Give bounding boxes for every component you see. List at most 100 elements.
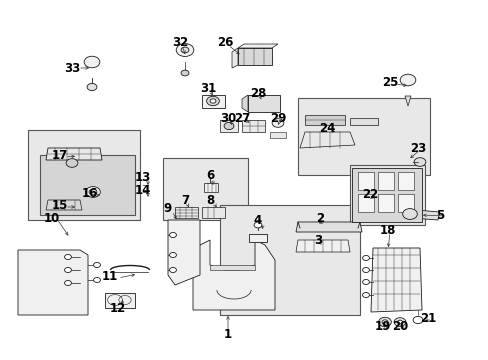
Text: 28: 28 <box>249 86 265 99</box>
Text: 32: 32 <box>171 36 188 49</box>
Polygon shape <box>299 132 354 148</box>
Polygon shape <box>357 194 373 212</box>
Circle shape <box>210 99 216 103</box>
Polygon shape <box>247 95 280 112</box>
Bar <box>28 130 140 220</box>
Polygon shape <box>377 172 393 190</box>
Polygon shape <box>231 48 238 68</box>
Polygon shape <box>295 222 361 232</box>
Text: 30: 30 <box>220 112 236 125</box>
Polygon shape <box>242 120 264 132</box>
Circle shape <box>84 56 100 68</box>
Circle shape <box>89 189 97 195</box>
Circle shape <box>381 320 387 324</box>
Circle shape <box>412 316 422 324</box>
Text: 9: 9 <box>163 202 172 215</box>
Circle shape <box>393 318 405 326</box>
Text: 19: 19 <box>374 320 390 333</box>
Polygon shape <box>202 95 224 108</box>
Text: 5: 5 <box>435 208 443 221</box>
Polygon shape <box>397 172 413 190</box>
Text: 16: 16 <box>81 186 98 199</box>
Circle shape <box>169 233 176 238</box>
Text: 4: 4 <box>253 213 262 226</box>
Polygon shape <box>203 183 218 192</box>
Text: 6: 6 <box>205 168 214 181</box>
Polygon shape <box>202 207 224 218</box>
Polygon shape <box>209 265 254 270</box>
Polygon shape <box>404 96 410 106</box>
Circle shape <box>85 186 100 197</box>
Polygon shape <box>412 210 439 220</box>
Text: 23: 23 <box>409 141 425 154</box>
Polygon shape <box>305 115 345 125</box>
Text: 27: 27 <box>233 112 250 125</box>
Circle shape <box>176 44 193 57</box>
Polygon shape <box>46 200 82 210</box>
Polygon shape <box>397 194 413 212</box>
Text: 13: 13 <box>135 171 151 184</box>
Polygon shape <box>220 120 238 132</box>
Circle shape <box>93 262 100 267</box>
Text: 21: 21 <box>419 311 435 324</box>
Polygon shape <box>168 220 200 285</box>
Bar <box>249 234 266 242</box>
Text: 12: 12 <box>110 301 126 315</box>
Polygon shape <box>242 95 247 112</box>
Circle shape <box>66 159 78 167</box>
Polygon shape <box>295 240 349 252</box>
Circle shape <box>64 255 71 260</box>
Text: 20: 20 <box>391 320 407 333</box>
Text: 26: 26 <box>216 36 233 49</box>
Circle shape <box>87 84 97 91</box>
Text: 31: 31 <box>200 81 216 95</box>
Polygon shape <box>269 132 285 138</box>
Polygon shape <box>238 48 271 65</box>
Text: 11: 11 <box>102 270 118 284</box>
Text: 3: 3 <box>313 234 322 247</box>
Text: 14: 14 <box>135 184 151 197</box>
Circle shape <box>402 208 416 219</box>
Text: 29: 29 <box>269 112 285 125</box>
Bar <box>40 155 135 215</box>
Bar <box>163 158 247 220</box>
Polygon shape <box>18 250 88 315</box>
Bar <box>297 98 429 175</box>
Circle shape <box>362 256 368 261</box>
Circle shape <box>413 158 425 166</box>
Text: 15: 15 <box>52 198 68 212</box>
Text: 17: 17 <box>52 149 68 162</box>
Text: 24: 24 <box>318 122 334 135</box>
Text: 22: 22 <box>361 189 377 202</box>
Bar <box>220 205 359 315</box>
Circle shape <box>64 267 71 273</box>
Circle shape <box>378 317 390 327</box>
Polygon shape <box>238 44 278 48</box>
Text: 2: 2 <box>315 211 324 225</box>
Circle shape <box>397 320 402 324</box>
Circle shape <box>362 279 368 284</box>
Text: 33: 33 <box>64 62 80 75</box>
Text: 18: 18 <box>379 224 395 237</box>
Circle shape <box>254 222 262 228</box>
Circle shape <box>206 96 219 106</box>
Circle shape <box>224 122 233 130</box>
Polygon shape <box>357 172 373 190</box>
Circle shape <box>169 267 176 273</box>
Text: 7: 7 <box>181 194 189 207</box>
Text: 25: 25 <box>381 76 397 89</box>
Polygon shape <box>193 240 274 310</box>
Circle shape <box>362 292 368 297</box>
Circle shape <box>399 74 415 86</box>
Text: 8: 8 <box>205 194 214 207</box>
Circle shape <box>169 252 176 257</box>
Circle shape <box>64 280 71 285</box>
Text: 10: 10 <box>44 211 60 225</box>
Circle shape <box>272 119 284 127</box>
Circle shape <box>181 70 188 76</box>
Polygon shape <box>377 194 393 212</box>
Polygon shape <box>105 293 135 308</box>
Polygon shape <box>351 168 421 222</box>
Circle shape <box>93 278 100 283</box>
Polygon shape <box>46 148 102 160</box>
